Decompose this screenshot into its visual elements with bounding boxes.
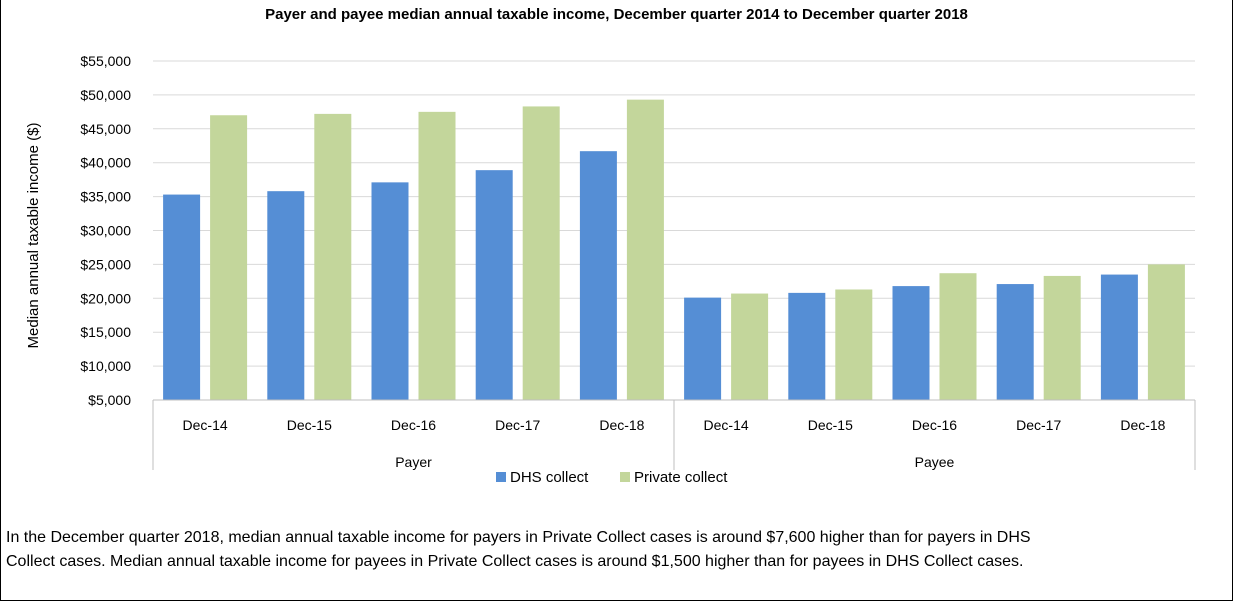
bar-private-collect (626, 99, 664, 401)
y-tick-label: $35,000 (80, 189, 131, 205)
y-tick-label: $50,000 (80, 87, 131, 103)
bar-private-collect (731, 293, 769, 400)
bar-private-collect (210, 115, 248, 401)
bar-dhs-collect (371, 182, 409, 400)
bar-dhs-collect (163, 194, 201, 400)
y-axis-title: Median annual taxable income ($) (25, 123, 42, 349)
bar-dhs-collect (996, 284, 1034, 400)
bar-private-collect (522, 106, 560, 401)
y-tick-label: $30,000 (80, 223, 131, 239)
bar-chart: $5,000 $10,000 $15,000 $20,000 $25,000 $30,00… (25, 53, 1196, 486)
y-tick-label: $40,000 (80, 155, 131, 171)
y-tick-label: $55,000 (80, 53, 131, 69)
legend-swatch-private (620, 472, 630, 482)
bar-private-collect (314, 113, 352, 400)
bar-dhs-collect (475, 170, 513, 400)
y-tick-label: $5,000 (88, 392, 131, 408)
group-label: Payer (395, 454, 432, 470)
bar-private-collect (1147, 264, 1185, 400)
bar-dhs-collect (892, 286, 930, 400)
x-tick-label: Dec-18 (599, 417, 644, 433)
bar-private-collect (418, 111, 456, 400)
x-tick-label: Dec-17 (1016, 417, 1061, 433)
legend-label-dhs: DHS collect (510, 469, 589, 486)
chart-caption: In the December quarter 2018, median ann… (6, 526, 1226, 574)
x-tick-label: Dec-15 (808, 417, 853, 433)
x-tick-label: Dec-16 (391, 417, 436, 433)
y-tick-label: $10,000 (80, 358, 131, 374)
bar-dhs-collect (579, 151, 617, 400)
legend-label-private: Private collect (634, 469, 728, 486)
group-label: Payee (915, 454, 955, 470)
y-tick-label: $15,000 (80, 324, 131, 340)
caption-line-2: Collect cases. Median annual taxable inc… (6, 553, 1024, 570)
x-tick-label: Dec-17 (495, 417, 540, 433)
x-tick-label: Dec-15 (287, 417, 332, 433)
y-tick-label: $45,000 (80, 121, 131, 137)
x-tick-label: Dec-16 (912, 417, 957, 433)
bar-dhs-collect (684, 297, 722, 400)
bar-dhs-collect (788, 292, 826, 400)
bar-private-collect (1043, 275, 1081, 400)
x-tick-label: Dec-14 (704, 417, 749, 433)
bar-dhs-collect (267, 191, 305, 400)
legend-swatch-dhs (496, 472, 506, 482)
chart-title: Payer and payee median annual taxable in… (265, 6, 968, 23)
y-tick-label: $25,000 (80, 256, 131, 272)
y-tick-label: $20,000 (80, 290, 131, 306)
x-tick-label: Dec-14 (183, 417, 228, 433)
caption-line-1: In the December quarter 2018, median ann… (6, 529, 1031, 546)
bar-dhs-collect (1100, 274, 1138, 400)
bar-private-collect (835, 289, 873, 400)
bar-private-collect (939, 273, 977, 400)
x-tick-label: Dec-18 (1120, 417, 1165, 433)
